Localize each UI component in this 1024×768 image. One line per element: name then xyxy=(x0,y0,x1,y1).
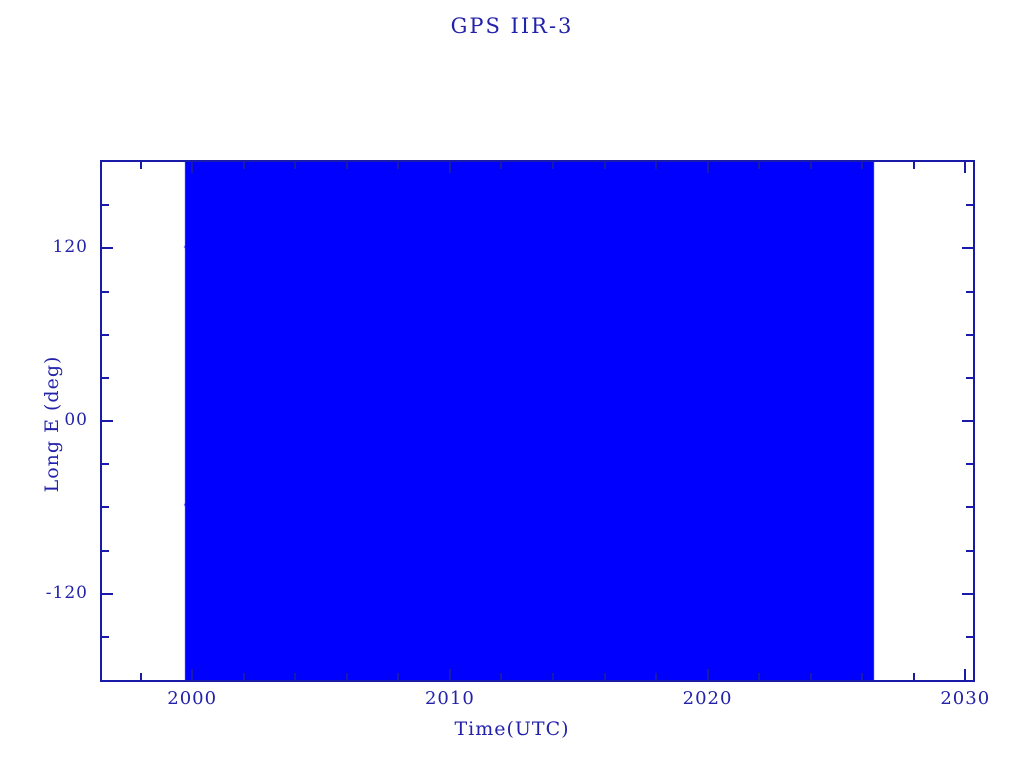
y-tick-right-minor-90 xyxy=(966,290,973,293)
x-tick-minor-2002 xyxy=(242,673,245,680)
y-tick-right-major-120 xyxy=(962,247,973,250)
y-tick-right-minor--150 xyxy=(966,635,973,638)
y-tick-minor-90 xyxy=(102,290,109,293)
x-tick-minor-2014 xyxy=(551,673,554,680)
y-tick-right-minor-30 xyxy=(966,376,973,379)
y-tick-label-0: 120 xyxy=(52,237,88,258)
x-tick-label-3: 2030 xyxy=(940,688,991,709)
y-tick-right-minor--90 xyxy=(966,549,973,552)
y-tick-major-120 xyxy=(102,247,113,250)
y-tick-label-1: 00 xyxy=(64,410,88,430)
x-tick-top-minor-2022 xyxy=(758,162,761,169)
data-series-canvas xyxy=(102,162,973,680)
x-tick-minor-2028 xyxy=(912,673,915,680)
y-tick-label-2: -120 xyxy=(45,582,88,603)
x-tick-minor-2004 xyxy=(294,673,297,680)
x-tick-minor-2008 xyxy=(397,673,400,680)
y-tick-major-0 xyxy=(102,420,113,422)
y-tick-right-minor--30 xyxy=(966,463,973,466)
x-tick-top-minor-2004 xyxy=(294,162,297,169)
x-tick-minor-1998 xyxy=(139,673,142,680)
y-axis-title: Long E (deg) xyxy=(41,355,63,493)
y-tick-minor--90 xyxy=(102,549,109,552)
x-tick-minor-2018 xyxy=(655,673,658,680)
y-tick-minor--60 xyxy=(102,506,109,509)
x-tick-top-minor-2002 xyxy=(242,162,245,169)
x-axis-title: Time(UTC) xyxy=(454,718,570,740)
x-tick-top-minor-2012 xyxy=(500,162,503,169)
x-tick-major-2010 xyxy=(448,669,451,680)
x-tick-minor-2016 xyxy=(603,673,606,680)
x-tick-minor-2006 xyxy=(345,673,348,680)
x-tick-top-major-2000 xyxy=(191,162,194,173)
x-tick-top-minor-2016 xyxy=(603,162,606,169)
x-tick-label-0: 2000 xyxy=(167,688,218,709)
y-tick-minor--30 xyxy=(102,463,109,466)
x-tick-top-minor-2024 xyxy=(809,162,812,169)
x-tick-minor-2022 xyxy=(758,673,761,680)
x-tick-major-2020 xyxy=(706,669,709,680)
x-tick-top-minor-2006 xyxy=(345,162,348,169)
x-tick-label-1: 2010 xyxy=(424,688,475,709)
x-tick-minor-2012 xyxy=(500,673,503,680)
x-tick-top-minor-2028 xyxy=(912,162,915,169)
y-tick-right-major-0 xyxy=(962,420,973,422)
y-tick-right-major--120 xyxy=(962,592,973,595)
y-tick-right-minor-150 xyxy=(966,204,973,207)
x-tick-top-minor-2008 xyxy=(397,162,400,169)
y-tick-minor-150 xyxy=(102,204,109,207)
y-tick-minor-30 xyxy=(102,376,109,379)
x-tick-minor-2026 xyxy=(861,673,864,680)
plot-area xyxy=(100,160,975,682)
x-tick-top-minor-1998 xyxy=(139,162,142,169)
x-tick-label-2: 2020 xyxy=(682,688,733,709)
x-tick-major-2030 xyxy=(964,669,967,680)
y-tick-right-minor--60 xyxy=(966,506,973,509)
x-tick-top-minor-2014 xyxy=(551,162,554,169)
y-tick-minor--150 xyxy=(102,635,109,638)
y-tick-major--120 xyxy=(102,592,113,595)
x-tick-minor-2024 xyxy=(809,673,812,680)
x-tick-top-major-2010 xyxy=(448,162,451,173)
page-title: GPS IIR-3 xyxy=(450,14,574,38)
y-tick-minor-60 xyxy=(102,333,109,336)
x-tick-top-major-2030 xyxy=(964,162,967,173)
y-tick-right-minor-60 xyxy=(966,333,973,336)
x-tick-top-minor-2026 xyxy=(861,162,864,169)
x-tick-top-minor-2018 xyxy=(655,162,658,169)
x-tick-major-2000 xyxy=(191,669,194,680)
x-tick-top-major-2020 xyxy=(706,162,709,173)
